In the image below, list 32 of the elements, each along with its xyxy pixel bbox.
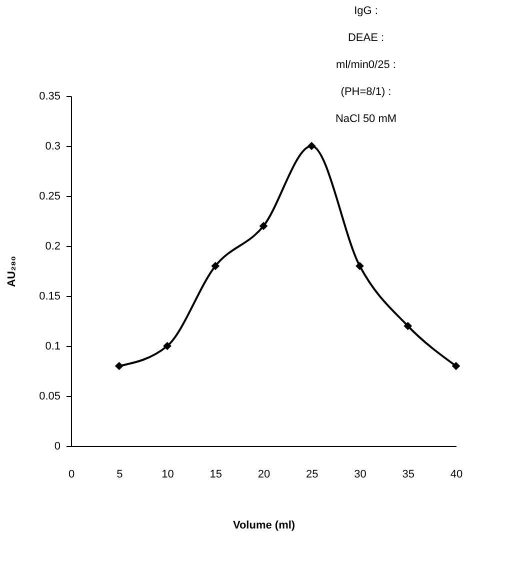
x-tick-label: 20 xyxy=(258,468,270,480)
point xyxy=(356,262,364,270)
x-tick-label: 25 xyxy=(306,468,318,480)
y-tick-label: 0.3 xyxy=(45,140,60,152)
point xyxy=(163,342,172,350)
y-tick-label: 0 xyxy=(54,440,60,452)
point xyxy=(211,262,220,270)
x-tick-label: 35 xyxy=(402,468,414,480)
y-tick-label: 0.1 xyxy=(45,340,60,352)
y-tick-label: 0.15 xyxy=(39,290,60,302)
text: DEAE : xyxy=(348,32,384,44)
y-tick-label: 0.2 xyxy=(45,240,60,252)
x-axis-title: Volume (ml) xyxy=(232,520,296,532)
annotation: NaCl 50 mM xyxy=(335,113,397,125)
x-tick-label: 30 xyxy=(354,468,366,480)
point xyxy=(307,142,316,150)
point xyxy=(114,362,124,370)
x-tick-label: 5 xyxy=(116,468,123,480)
text: IgG : xyxy=(354,5,378,17)
point xyxy=(259,222,268,230)
annotation: (PH=8/1) : xyxy=(340,86,392,98)
y-tick-label: 0.05 xyxy=(39,390,60,402)
x-tick-label: 10 xyxy=(162,468,174,480)
x-tick-label: 15 xyxy=(210,468,222,480)
x-tick-label: 0 xyxy=(68,468,75,480)
y-axis-title: AU₂₈₀ xyxy=(6,256,18,287)
text: ml/min0/25 : xyxy=(336,59,396,71)
point xyxy=(452,362,460,370)
y-tick-label: 0.25 xyxy=(39,190,60,202)
point xyxy=(404,322,412,330)
y-tick-label: 0.35 xyxy=(39,90,60,102)
x-tick-label: 40 xyxy=(450,468,463,480)
